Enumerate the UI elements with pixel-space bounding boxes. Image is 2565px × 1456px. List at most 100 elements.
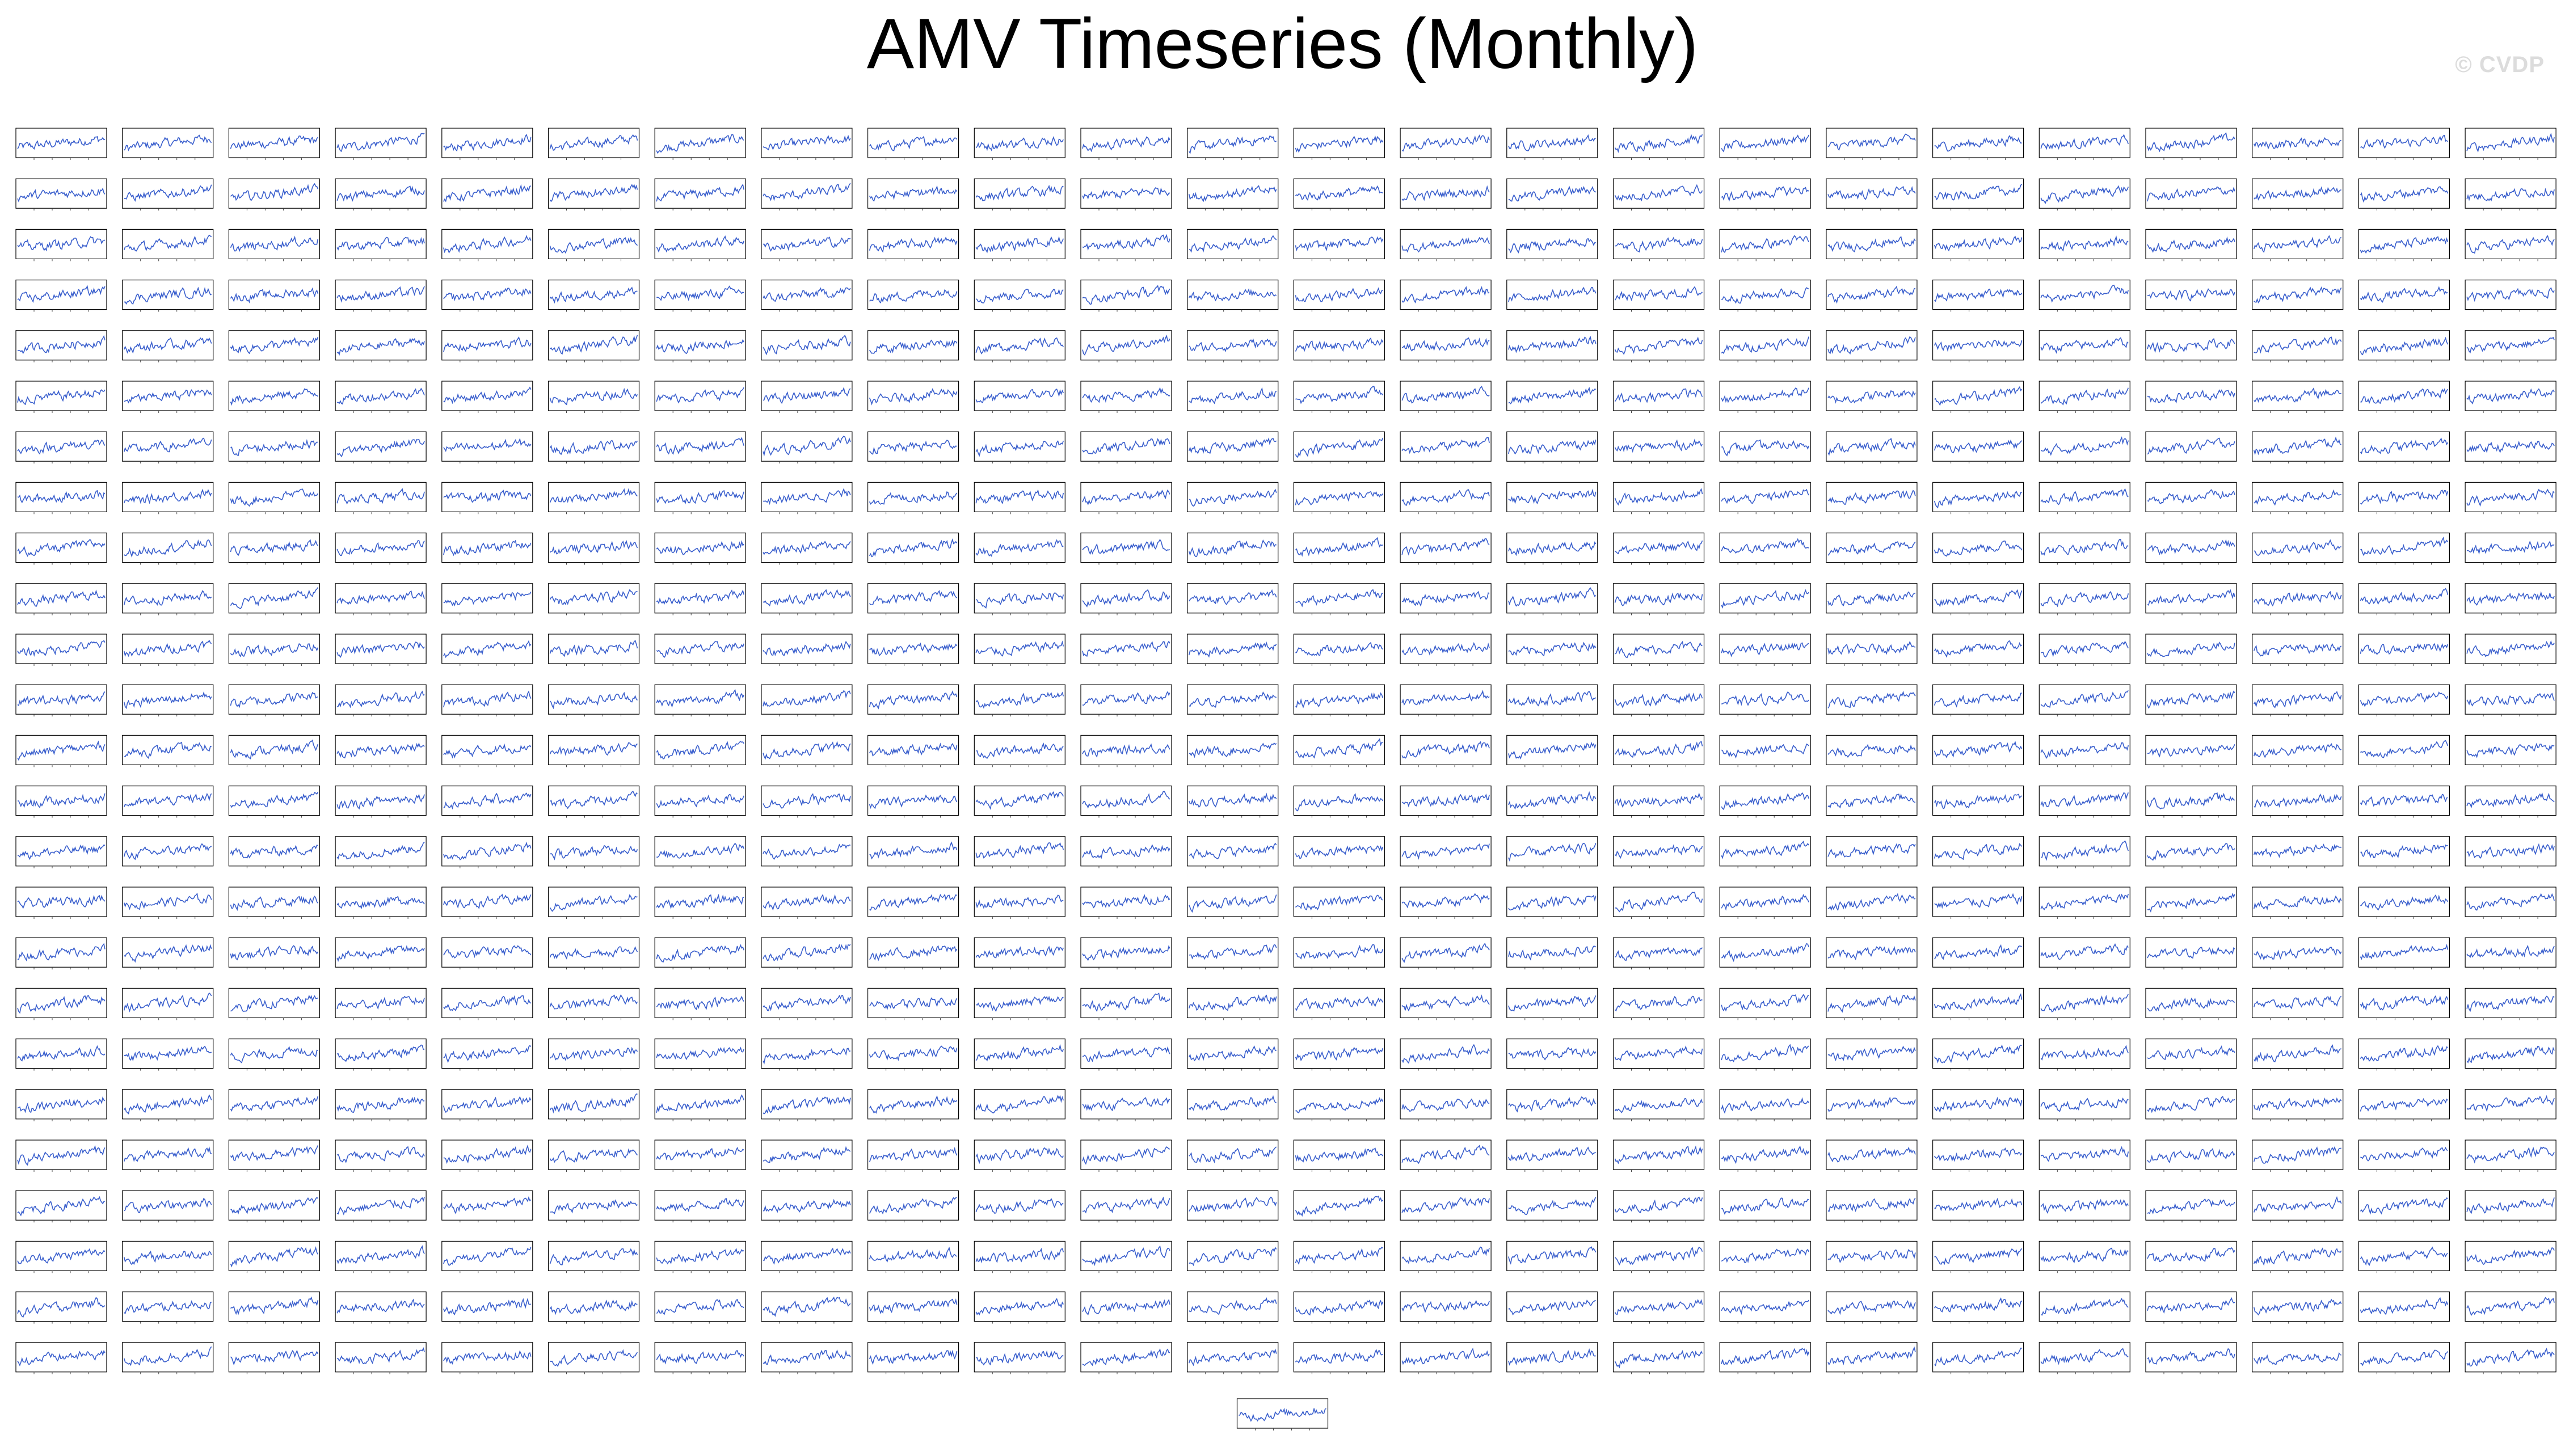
series-line: [443, 336, 532, 352]
panel-frame: [867, 634, 959, 664]
panel-frame: [15, 1240, 107, 1271]
timeseries-panel: [1612, 836, 1705, 868]
panel-frame: [761, 381, 853, 411]
timeseries-panel: [1826, 684, 1918, 717]
series-line: [975, 592, 1064, 609]
timeseries-panel: [122, 1038, 214, 1071]
series-line: [2147, 1348, 2235, 1365]
timeseries-panel: [761, 330, 853, 362]
timeseries-panel: [974, 583, 1065, 615]
series-line: [17, 1096, 106, 1113]
panel-frame: [761, 229, 853, 259]
timeseries-panel: [1400, 937, 1492, 970]
series-line: [230, 135, 318, 150]
panel-frame: [761, 987, 853, 1019]
panel-frame: [761, 836, 853, 867]
timeseries-panel: [654, 887, 746, 919]
series-line: [443, 592, 532, 607]
panel-frame: [228, 229, 320, 259]
panel-frame: [1400, 887, 1492, 917]
timeseries-panel: [654, 1240, 746, 1273]
panel-frame: [2252, 937, 2344, 968]
timeseries-panel: [1187, 1140, 1279, 1172]
timeseries-panel: [15, 785, 107, 818]
panel-frame: [2145, 128, 2237, 158]
panel-frame: [1826, 381, 1918, 411]
timeseries-panel: [228, 1038, 320, 1071]
series-line: [1082, 640, 1170, 657]
panel-frame: [1719, 330, 1811, 361]
panel-frame: [1187, 1292, 1279, 1322]
series-line: [230, 235, 319, 252]
panel-frame: [1719, 1140, 1811, 1170]
panel-frame: [2038, 229, 2130, 259]
panel-frame: [1612, 634, 1705, 664]
panel-frame: [1826, 1292, 1918, 1322]
series-line: [869, 339, 958, 354]
panel-frame: [1932, 1292, 2024, 1322]
panel-frame: [15, 1140, 107, 1170]
series-line: [1721, 1348, 1809, 1365]
panel-frame: [2145, 1038, 2237, 1069]
panel-frame: [761, 887, 853, 917]
series-line: [763, 843, 851, 860]
panel-frame: [2145, 1292, 2237, 1322]
panel-frame: [2145, 937, 2237, 968]
series-line: [1401, 1044, 1490, 1064]
timeseries-panel: [15, 735, 107, 767]
timeseries-panel: [1080, 1190, 1172, 1223]
series-line: [2040, 690, 2129, 708]
panel-frame: [1612, 1140, 1705, 1170]
timeseries-panel: [867, 431, 959, 464]
series-line: [1188, 894, 1277, 913]
timeseries-panel: [122, 1240, 214, 1273]
panel-frame: [1719, 735, 1811, 766]
panel-frame: [1612, 1089, 1705, 1120]
timeseries-panel: [1293, 532, 1385, 565]
series-line: [230, 1046, 318, 1063]
panel-frame: [547, 330, 640, 361]
timeseries-panel: [2252, 330, 2344, 362]
series-line: [124, 944, 212, 963]
panel-frame: [1506, 1292, 1598, 1322]
series-line: [1295, 337, 1384, 352]
timeseries-panel: [1293, 128, 1385, 160]
series-line: [1934, 1297, 2023, 1312]
panel-frame: [122, 1240, 214, 1271]
timeseries-panel: [2252, 937, 2344, 970]
timeseries-panel: [1612, 482, 1705, 514]
timeseries-panel: [122, 431, 214, 464]
panel-frame: [122, 280, 214, 310]
series-line: [2040, 1198, 2129, 1214]
timeseries-panel: [228, 482, 320, 514]
panel-frame: [15, 1292, 107, 1322]
timeseries-panel: [1612, 381, 1705, 413]
series-line: [1721, 642, 1809, 657]
series-line: [763, 741, 851, 760]
panel-frame: [335, 482, 427, 513]
panel-frame: [335, 735, 427, 766]
timeseries-panel: [2038, 887, 2130, 919]
series-line: [2466, 1045, 2555, 1063]
timeseries-panel: [547, 735, 640, 767]
series-line: [336, 438, 425, 458]
timeseries-panel: [1080, 482, 1172, 514]
timeseries-panel: [441, 1342, 533, 1374]
timeseries-panel: [974, 634, 1065, 666]
timeseries-panel: [1400, 1240, 1492, 1273]
timeseries-panel: [1932, 634, 2024, 666]
timeseries-panel: [2252, 987, 2344, 1020]
panel-frame: [2358, 836, 2450, 867]
timeseries-panel: [441, 1089, 533, 1121]
timeseries-panel: [1080, 634, 1172, 666]
series-line: [1508, 1046, 1597, 1061]
series-line: [1615, 947, 1703, 961]
panel-frame: [1187, 431, 1279, 462]
series-line: [2040, 1098, 2129, 1112]
series-line: [2466, 742, 2555, 758]
series-line: [1508, 894, 1597, 911]
panel-frame: [547, 128, 640, 158]
series-line: [336, 185, 425, 202]
panel-frame: [228, 987, 320, 1019]
panel-frame: [1400, 482, 1492, 513]
